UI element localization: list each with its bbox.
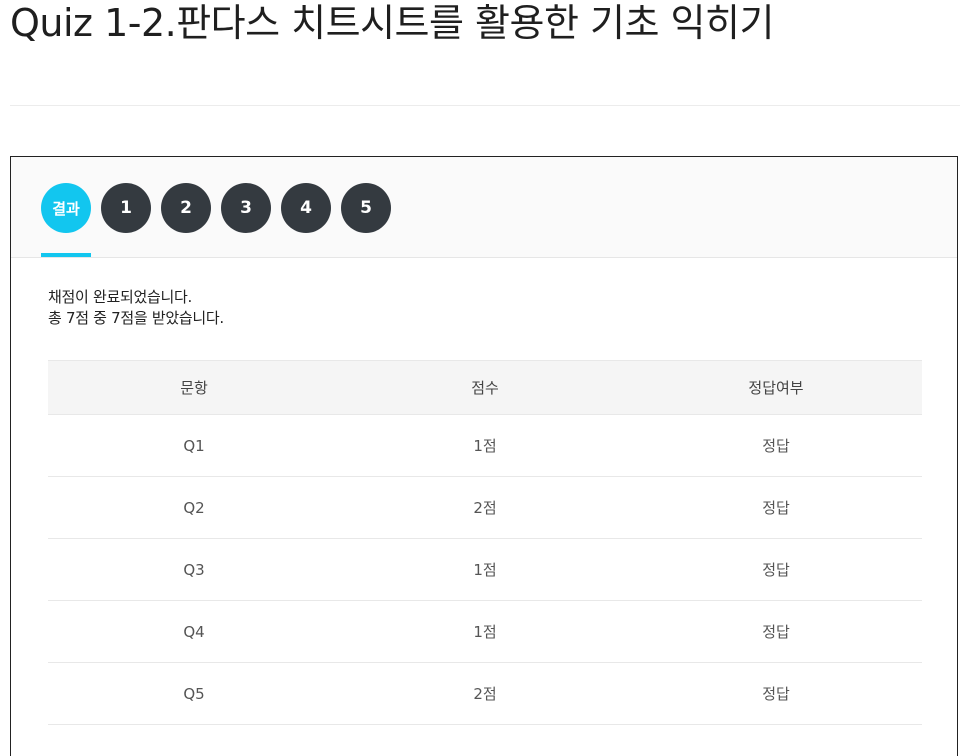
tab-question-5[interactable]: 5 <box>341 183 391 233</box>
cell-score: 2점 <box>340 662 630 725</box>
question-tab-bar: 결과 1 2 3 4 5 <box>11 157 957 258</box>
cell-correct: 정답 <box>630 476 922 539</box>
header-score: 점수 <box>340 360 630 415</box>
cell-correct: 정답 <box>630 414 922 477</box>
cell-question: Q4 <box>48 600 340 663</box>
table-row: Q4 1점 정답 <box>48 600 922 663</box>
header-correct: 정답여부 <box>630 360 922 415</box>
cell-correct: 정답 <box>630 600 922 663</box>
table-header-row: 문항 점수 정답여부 <box>48 360 922 415</box>
result-message-complete: 채점이 완료되었습니다. <box>48 288 192 306</box>
cell-score: 1점 <box>340 414 630 477</box>
table-row: Q1 1점 정답 <box>48 414 922 477</box>
cell-question: Q3 <box>48 538 340 601</box>
table-row: Q5 2점 정답 <box>48 662 922 725</box>
table-row: Q3 1점 정답 <box>48 538 922 601</box>
result-table: 문항 점수 정답여부 Q1 1점 정답 Q2 2점 정답 Q3 1점 정답 <box>48 360 922 725</box>
tab-result[interactable]: 결과 <box>41 183 91 233</box>
cell-question: Q2 <box>48 476 340 539</box>
quiz-panel: 결과 1 2 3 4 5 채점이 완료되었습니다. 총 7점 중 7점을 받았습… <box>10 156 958 756</box>
tab-question-2[interactable]: 2 <box>161 183 211 233</box>
cell-correct: 정답 <box>630 538 922 601</box>
result-message-score: 총 7점 중 7점을 받았습니다. <box>48 309 224 327</box>
result-message: 채점이 완료되었습니다. 총 7점 중 7점을 받았습니다. <box>48 287 224 329</box>
table-row: Q2 2점 정답 <box>48 476 922 539</box>
cell-question: Q5 <box>48 662 340 725</box>
tab-question-3[interactable]: 3 <box>221 183 271 233</box>
tab-question-4[interactable]: 4 <box>281 183 331 233</box>
tab-question-1[interactable]: 1 <box>101 183 151 233</box>
cell-correct: 정답 <box>630 662 922 725</box>
cell-score: 1점 <box>340 538 630 601</box>
cell-score: 2점 <box>340 476 630 539</box>
page-title: Quiz 1-2.판다스 치트시트를 활용한 기초 익히기 <box>10 1 774 45</box>
active-tab-indicator <box>41 253 91 257</box>
cell-question: Q1 <box>48 414 340 477</box>
cell-score: 1점 <box>340 600 630 663</box>
header-question: 문항 <box>48 360 340 415</box>
title-divider <box>10 105 960 106</box>
